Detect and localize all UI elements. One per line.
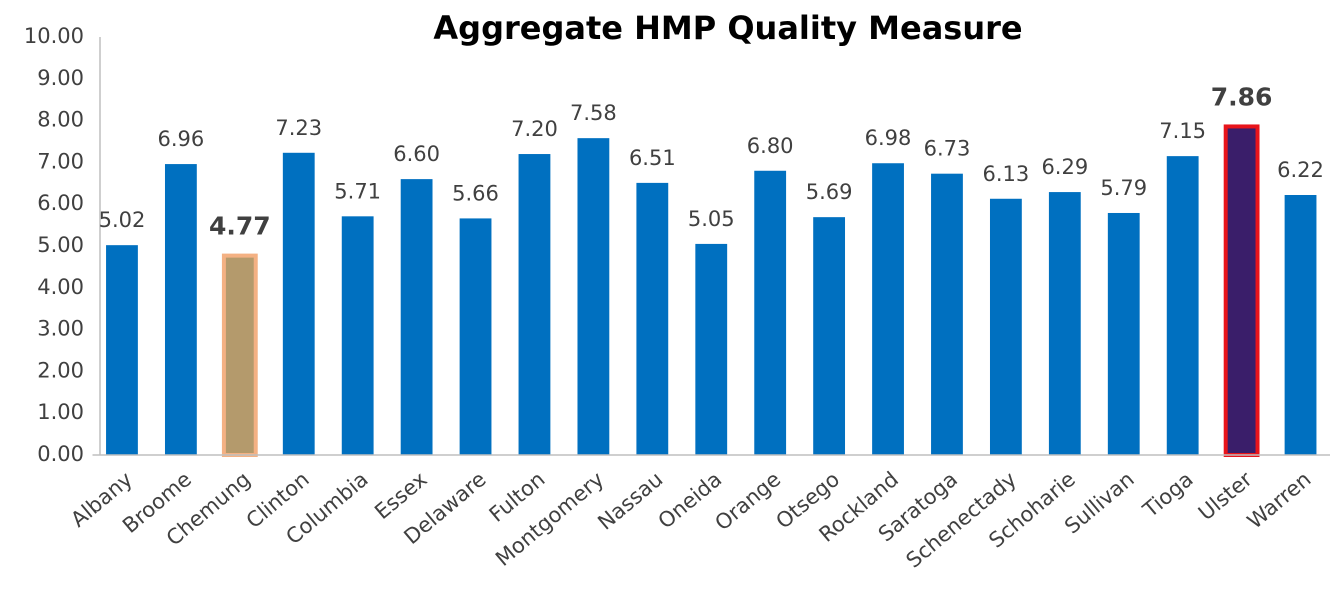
value-label: 6.98 xyxy=(865,126,912,150)
value-label: 6.73 xyxy=(924,137,971,161)
value-label: 5.66 xyxy=(452,181,499,205)
bar xyxy=(282,152,315,455)
chart-title: Aggregate HMP Quality Measure xyxy=(433,9,1022,47)
bar xyxy=(1223,124,1260,458)
bar xyxy=(1284,195,1317,455)
y-tick-label: 4.00 xyxy=(37,275,84,299)
value-label: 7.20 xyxy=(511,117,558,141)
value-label: 6.60 xyxy=(393,142,440,166)
bar xyxy=(1048,192,1081,455)
bar xyxy=(813,217,846,455)
value-label: 7.58 xyxy=(570,101,617,125)
value-label: 6.29 xyxy=(1041,155,1088,179)
bar xyxy=(754,170,787,455)
y-tick-label: 5.00 xyxy=(37,233,84,257)
value-label: 6.13 xyxy=(983,162,1030,186)
bar xyxy=(106,245,138,455)
bar xyxy=(577,138,610,455)
value-label: 6.96 xyxy=(158,127,205,151)
y-tick-label: 7.00 xyxy=(37,149,84,173)
x-tick-label: Warren xyxy=(1243,467,1316,534)
y-tick-label: 3.00 xyxy=(37,317,84,341)
value-label: 5.71 xyxy=(334,179,381,203)
bar xyxy=(459,218,492,455)
value-label: 6.22 xyxy=(1277,158,1324,182)
x-tick-label: Tioga xyxy=(1138,467,1198,523)
bar xyxy=(518,154,551,456)
value-label: 7.86 xyxy=(1211,82,1273,111)
y-tick-label: 1.00 xyxy=(37,400,84,424)
y-tick-label: 2.00 xyxy=(37,358,84,382)
bar xyxy=(1107,212,1140,455)
bar xyxy=(341,216,374,455)
y-tick-label: 6.00 xyxy=(37,191,84,215)
value-label: 5.79 xyxy=(1100,176,1147,200)
value-label: 6.51 xyxy=(629,146,676,170)
value-label: 5.02 xyxy=(99,208,146,232)
bar xyxy=(636,182,669,455)
bar xyxy=(695,243,728,455)
value-label: 7.23 xyxy=(275,116,322,140)
value-label: 7.15 xyxy=(1159,119,1206,143)
bar xyxy=(164,164,197,455)
value-label: 4.77 xyxy=(209,212,271,241)
y-tick-label: 8.00 xyxy=(37,108,84,132)
value-label: 5.05 xyxy=(688,207,735,231)
bar xyxy=(400,179,433,455)
value-label: 5.69 xyxy=(806,180,853,204)
x-tick-label: Orange xyxy=(710,467,785,535)
bar xyxy=(1166,156,1199,455)
y-tick-label: 0.00 xyxy=(37,442,84,466)
y-tick-label: 10.00 xyxy=(24,24,84,48)
bar xyxy=(221,253,258,457)
y-tick-label: 9.00 xyxy=(37,66,84,90)
bar xyxy=(872,163,904,455)
bar xyxy=(931,173,963,455)
value-label: 6.80 xyxy=(747,134,794,158)
x-tick-label: Nassau xyxy=(593,467,667,535)
bar xyxy=(989,198,1022,456)
